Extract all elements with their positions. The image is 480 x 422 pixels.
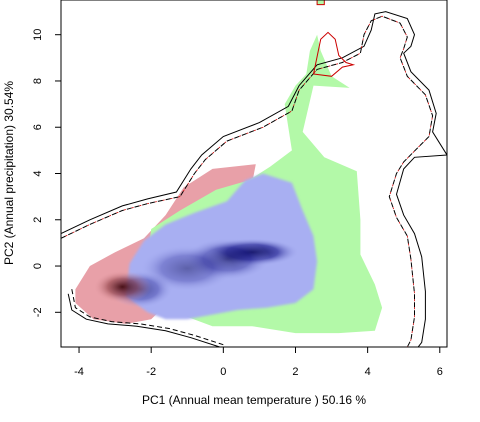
y-tick-label: 2 [32,217,44,223]
y-axis-title: PC2 (Annual precipitation) 30.54% [2,81,16,265]
x-tick-label: -4 [74,366,84,378]
outline-layer [61,0,447,347]
outer-envelope-solid [61,11,447,347]
x-tick-label: 6 [437,366,443,378]
y-tick-label: 4 [32,170,44,176]
red-density-core [93,270,152,304]
lower-envelope-solid [67,293,220,347]
x-tick-label: -2 [146,366,156,378]
y-tick-label: -2 [32,307,44,317]
green-top-rim [313,31,356,77]
plot-area [61,0,447,347]
x-tick-label: 0 [220,366,226,378]
x-tick-label: 2 [292,366,298,378]
y-tick-label: 0 [32,263,44,269]
y-axis: -2 0 2 4 6 8 10 [32,29,61,317]
x-axis-title: PC1 (Annual mean temperature ) 50.16 % [142,393,366,407]
tiny-top-region [316,0,325,6]
y-tick-label: 6 [32,124,44,130]
y-tick-label: 10 [32,29,44,41]
y-tick-label: 8 [32,78,44,84]
x-tick-label: 4 [365,366,371,378]
outer-envelope-dashed [61,15,434,347]
lower-envelope-dashed [71,289,224,346]
density-core-layer [93,238,300,308]
outer-envelope-red [61,15,434,347]
x-axis: -4 -2 0 2 4 6 [74,347,443,378]
